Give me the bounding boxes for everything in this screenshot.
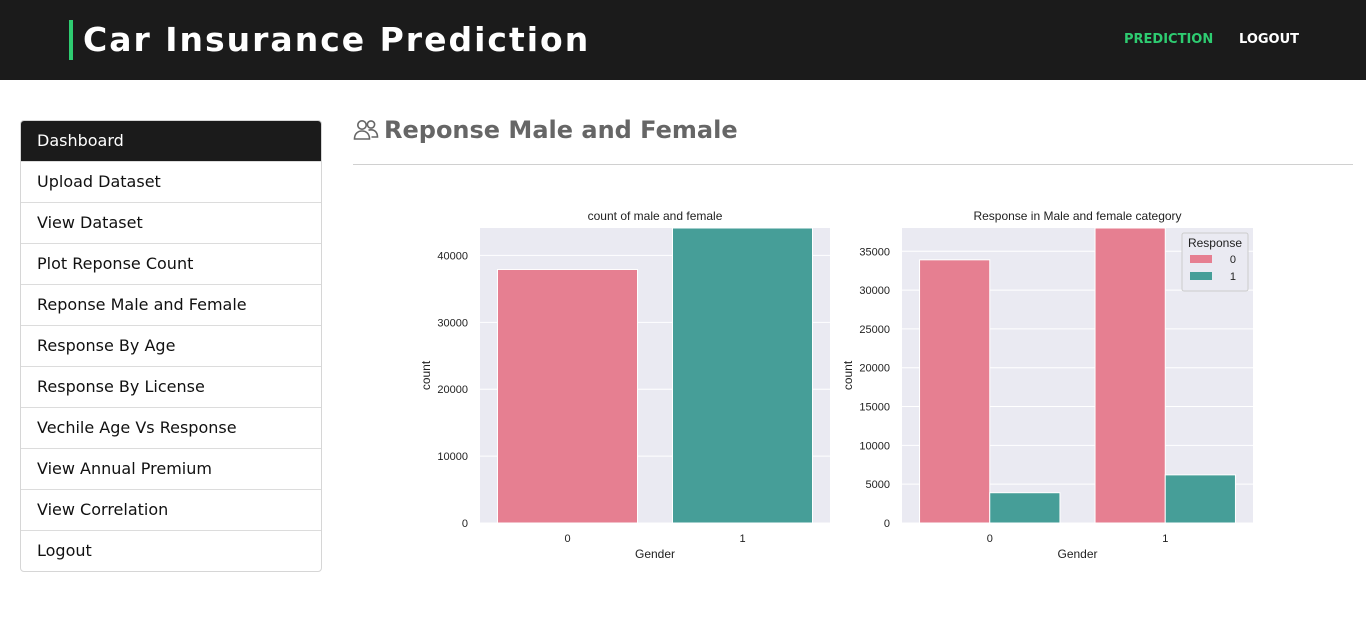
sidebar-item-view-annual-premium[interactable]: View Annual Premium [21, 448, 321, 489]
x-tick-label: 1 [739, 533, 745, 545]
page-title: Reponse Male and Female [384, 116, 738, 144]
bar [1164, 474, 1236, 524]
chart-title: count of male and female [588, 209, 723, 223]
bar [672, 227, 813, 524]
sidebar-item-view-dataset[interactable]: View Dataset [21, 202, 321, 243]
users-icon [353, 117, 379, 143]
sidebar-menu: Dashboard Upload Dataset View Dataset Pl… [20, 120, 322, 572]
x-tick-label: 0 [987, 533, 993, 545]
y-axis-label: count [841, 360, 855, 390]
legend-title: Response [1188, 236, 1242, 250]
charts-figure: 0 10000 20000 30000 40000 count of male and f… [410, 200, 1260, 570]
y-tick-label: 35000 [859, 246, 890, 258]
y-tick-label: 25000 [859, 324, 890, 336]
x-tick-label: 1 [1162, 533, 1168, 545]
y-tick-label: 0 [884, 518, 890, 530]
page-header: Reponse Male and Female [353, 112, 1353, 165]
y-tick-label: 10000 [437, 451, 468, 463]
sidebar-item-logout[interactable]: Logout [21, 530, 321, 571]
x-tick-label: 0 [564, 533, 570, 545]
bar [1094, 227, 1166, 524]
sidebar-item-plot-response-count[interactable]: Plot Reponse Count [21, 243, 321, 284]
y-tick-label: 10000 [859, 440, 890, 452]
legend-swatch [1190, 272, 1212, 280]
y-tick-label: 20000 [437, 384, 468, 396]
legend-swatch [1190, 255, 1212, 263]
legend-label: 0 [1230, 254, 1236, 266]
bar [497, 268, 638, 524]
sidebar-item-upload-dataset[interactable]: Upload Dataset [21, 161, 321, 202]
chart-title: Response in Male and female category [973, 209, 1181, 223]
bar [919, 259, 991, 524]
sidebar-item-response-by-license[interactable]: Response By License [21, 366, 321, 407]
nav-logout-link[interactable]: LOGOUT [1239, 32, 1300, 47]
app-brand-title[interactable]: Car Insurance Prediction [69, 20, 590, 60]
sidebar-item-response-male-female[interactable]: Reponse Male and Female [21, 284, 321, 325]
sidebar-item-vehicle-age-vs-response[interactable]: Vechile Age Vs Response [21, 407, 321, 448]
y-tick-label: 40000 [437, 250, 468, 262]
sidebar-item-view-correlation[interactable]: View Correlation [21, 489, 321, 530]
x-axis-label: Gender [635, 547, 675, 561]
x-axis-label: Gender [1057, 547, 1097, 561]
y-tick-label: 15000 [859, 402, 890, 414]
sidebar-item-dashboard[interactable]: Dashboard [21, 121, 321, 161]
y-tick-label: 5000 [866, 479, 890, 491]
y-axis-label: count [419, 360, 433, 390]
y-tick-label: 30000 [437, 317, 468, 329]
top-navbar: Car Insurance Prediction PREDICTION LOGO… [0, 0, 1366, 80]
nav-prediction-link[interactable]: PREDICTION [1124, 32, 1214, 47]
bar [989, 492, 1061, 524]
sidebar-item-response-by-age[interactable]: Response By Age [21, 325, 321, 366]
y-tick-label: 0 [462, 518, 468, 530]
y-tick-label: 20000 [859, 363, 890, 375]
legend-label: 1 [1230, 271, 1236, 283]
y-tick-label: 30000 [859, 285, 890, 297]
